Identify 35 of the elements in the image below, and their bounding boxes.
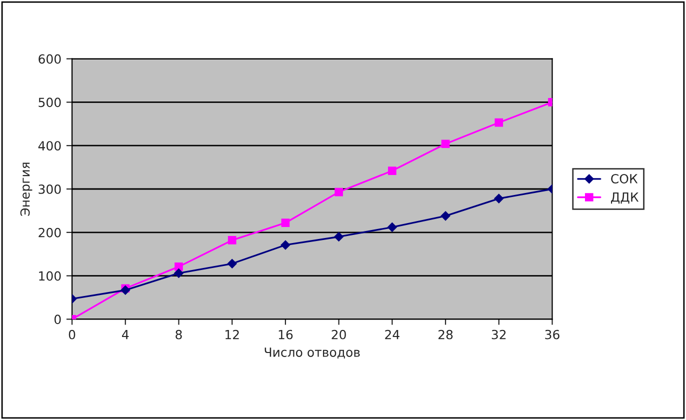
point <box>441 140 450 148</box>
y-tick-label: 400 <box>38 141 61 151</box>
x-tick-label: 0 <box>68 330 76 340</box>
point <box>280 240 290 250</box>
point <box>494 194 504 204</box>
point <box>494 118 504 127</box>
point <box>174 262 183 271</box>
point <box>174 268 184 278</box>
y-tick-label: 200 <box>38 228 61 238</box>
point <box>227 259 237 268</box>
x-tick-label: 8 <box>176 330 182 340</box>
x-tick-label: 28 <box>438 330 453 340</box>
point <box>334 232 344 242</box>
x-tick-label: 12 <box>226 330 239 340</box>
y-tick-label: 300 <box>38 184 61 194</box>
x-tick-label: 16 <box>278 330 293 340</box>
point <box>228 236 236 244</box>
point <box>440 211 450 221</box>
y-tick-label: 0 <box>54 314 61 324</box>
x-tick-label: 4 <box>122 330 129 340</box>
y-axis-title: Энергия <box>20 162 32 216</box>
y-tick-label: 100 <box>39 271 61 281</box>
x-axis-title: Число отводов <box>264 348 360 358</box>
x-tick-label: 24 <box>385 330 400 340</box>
point <box>388 166 396 175</box>
y-tick-label: 500 <box>38 98 61 108</box>
legend-label: ДДК <box>611 192 639 204</box>
y-tick-label: 600 <box>38 54 61 64</box>
x-tick-label: 36 <box>545 330 560 340</box>
point <box>388 222 397 232</box>
point <box>281 218 290 228</box>
legend-label: СОК <box>611 174 638 184</box>
point <box>334 188 343 196</box>
x-tick-label: 32 <box>492 330 506 340</box>
x-tick-label: 20 <box>332 330 346 340</box>
